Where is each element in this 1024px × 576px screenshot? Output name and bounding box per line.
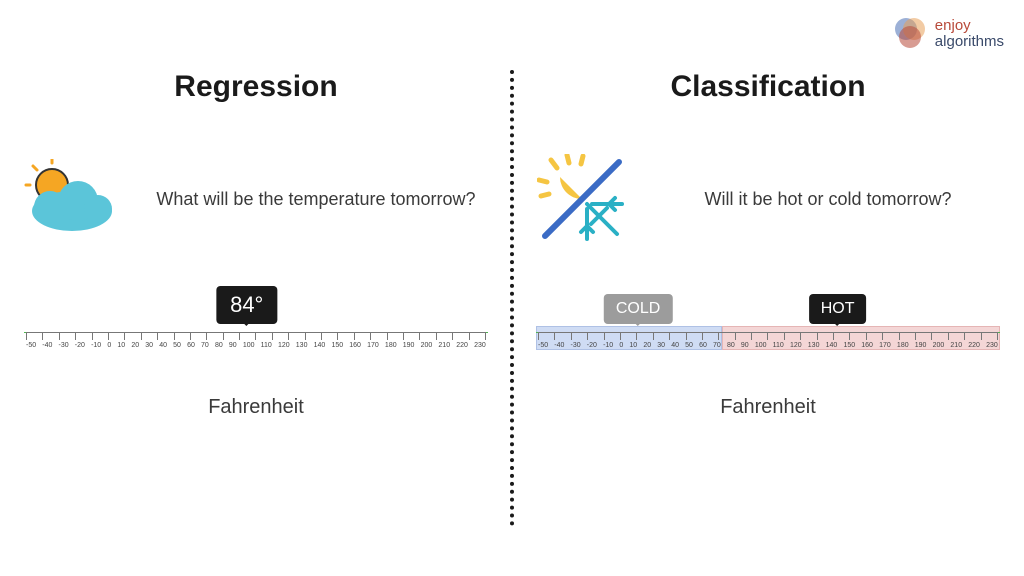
brand-logo-text: enjoy algorithms	[935, 18, 1004, 50]
classification-title: Classification	[532, 70, 1004, 104]
regression-scale: 84° -50-40-30-20-10010203040506070809010…	[24, 294, 488, 384]
cold-tooltip: COLD	[604, 294, 672, 324]
classification-unit-label: Fahrenheit	[532, 396, 1004, 419]
brand-word-enjoy: enjoy	[935, 18, 1004, 34]
temperature-value: 84°	[230, 292, 263, 317]
sun-cloud-icon	[20, 159, 120, 239]
hot-cold-icon	[532, 154, 632, 244]
hot-tooltip: HOT	[809, 294, 867, 324]
hot-label: HOT	[821, 300, 855, 317]
scale-ticks	[26, 332, 486, 338]
regression-question: What will be the temperature tomorrow?	[140, 189, 492, 210]
brand-logo-icon	[891, 16, 927, 52]
regression-title: Regression	[20, 70, 492, 104]
cold-label: COLD	[616, 300, 660, 317]
classification-scale: COLD HOT -50-40-30-20-100102030405060708…	[536, 294, 1000, 384]
classification-question: Will it be hot or cold tomorrow?	[652, 189, 1004, 210]
temperature-tooltip: 84°	[216, 286, 277, 324]
classification-panel: Classification	[512, 60, 1024, 576]
regression-panel: Regression What will be the temperature …	[0, 60, 512, 576]
brand-word-algorithms: algorithms	[935, 34, 1004, 50]
scale-ticks	[538, 332, 998, 338]
scale-numbers: -50-40-30-20-100102030405060708090100110…	[538, 342, 998, 349]
brand-logo: enjoy algorithms	[891, 16, 1004, 52]
regression-unit-label: Fahrenheit	[20, 396, 492, 419]
scale-numbers: -50-40-30-20-100102030405060708090100110…	[26, 342, 486, 349]
